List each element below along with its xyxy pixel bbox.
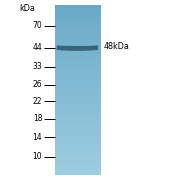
Text: 44: 44 [33,43,42,52]
Text: 14: 14 [33,133,42,142]
Text: kDa: kDa [19,4,35,13]
Text: 26: 26 [33,80,42,89]
Text: 10: 10 [33,152,42,161]
Text: 33: 33 [33,62,42,71]
Polygon shape [57,46,98,51]
Text: 18: 18 [33,114,42,123]
Text: 48kDa: 48kDa [103,42,129,51]
Text: 70: 70 [33,21,42,30]
Text: 22: 22 [33,97,42,106]
